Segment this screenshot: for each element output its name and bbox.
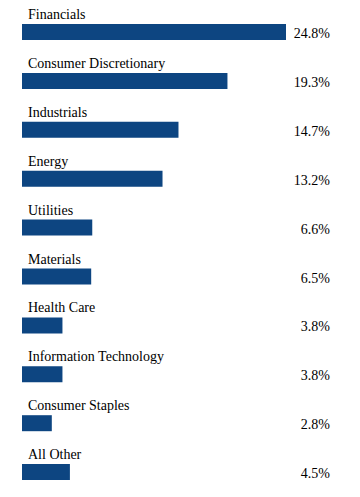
svg-text:4.5%: 4.5% xyxy=(301,466,331,481)
svg-text:Health Care: Health Care xyxy=(28,300,95,315)
svg-text:13.2%: 13.2% xyxy=(294,173,331,188)
svg-text:Utilities: Utilities xyxy=(28,203,73,218)
svg-text:3.8%: 3.8% xyxy=(301,368,331,383)
svg-text:3.8%: 3.8% xyxy=(301,319,331,334)
svg-text:Financials: Financials xyxy=(28,8,86,22)
svg-text:6.6%: 6.6% xyxy=(301,222,331,237)
svg-text:14.7%: 14.7% xyxy=(294,124,331,139)
svg-text:Materials: Materials xyxy=(28,252,81,267)
svg-text:All Other: All Other xyxy=(28,447,82,462)
svg-text:Energy: Energy xyxy=(28,154,68,169)
svg-text:Industrials: Industrials xyxy=(28,105,87,120)
svg-text:Consumer Staples: Consumer Staples xyxy=(28,398,130,413)
svg-text:19.3%: 19.3% xyxy=(294,75,331,90)
svg-text:2.8%: 2.8% xyxy=(301,417,331,432)
svg-text:6.5%: 6.5% xyxy=(301,271,331,286)
svg-text:24.8%: 24.8% xyxy=(294,26,331,41)
svg-text:Information Technology: Information Technology xyxy=(28,349,164,364)
svg-text:Consumer Discretionary: Consumer Discretionary xyxy=(28,56,165,71)
